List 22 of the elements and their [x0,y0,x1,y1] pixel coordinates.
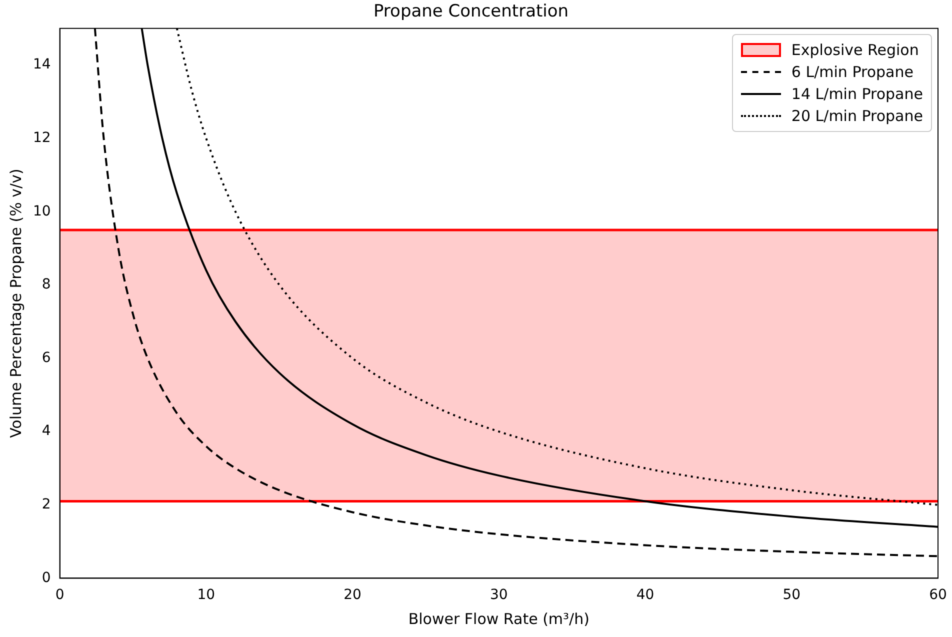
y-tick-label: 0 [42,570,51,586]
y-tick-label: 10 [32,203,51,220]
x-axis-title: Blower Flow Rate (m³/h) [408,610,590,628]
x-tick-label: 10 [197,587,216,604]
y-tick-label: 4 [42,423,51,440]
y-tick-label: 14 [32,56,51,73]
x-tick-label: 20 [344,587,362,604]
legend-label: Explosive Region [791,40,919,62]
y-tick-label: 2 [42,496,51,513]
legend-label: 20 L/min Propane [791,106,923,128]
y-tick-label: 8 [42,276,51,293]
x-tick-label: 40 [636,587,654,604]
legend-label: 14 L/min Propane [791,84,923,106]
x-tick-label: 0 [55,587,64,604]
y-axis-title: Volume Percentage Propane (% v/v) [6,168,25,438]
y-tick-label: 6 [42,350,51,366]
x-tick-label: 30 [490,587,508,604]
x-tick-label: 50 [782,587,801,604]
x-tick-label: 60 [929,587,947,604]
legend-label: 6 L/min Propane [791,62,914,84]
chart-title: Propane Concentration [373,2,569,22]
y-tick-label: 12 [32,130,51,146]
